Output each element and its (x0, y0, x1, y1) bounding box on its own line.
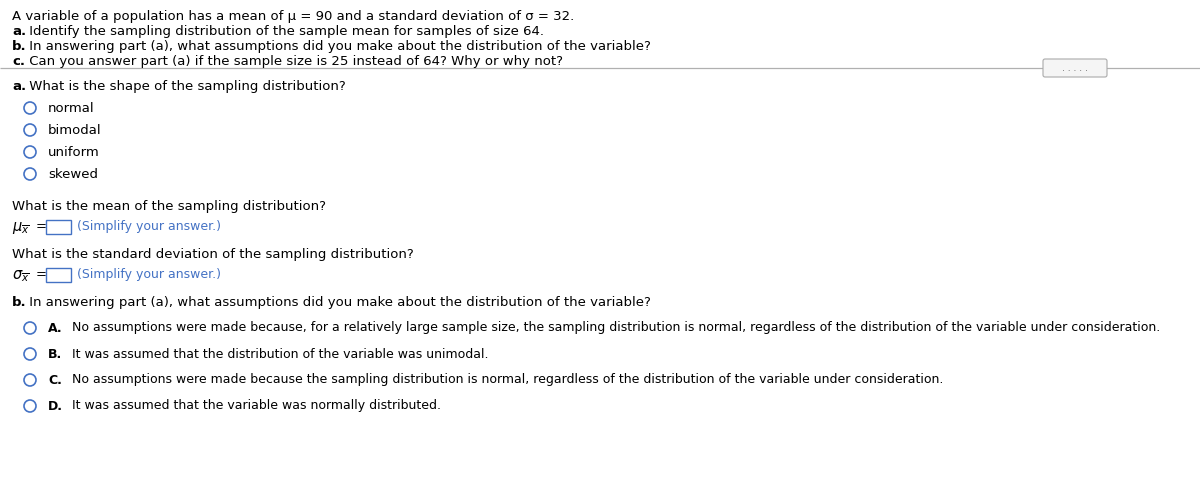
Text: a.: a. (12, 25, 26, 38)
Text: What is the standard deviation of the sampling distribution?: What is the standard deviation of the sa… (12, 248, 414, 261)
Text: In answering part (a), what assumptions did you make about the distribution of t: In answering part (a), what assumptions … (25, 296, 650, 309)
Text: normal: normal (48, 102, 95, 114)
Text: (Simplify your answer.): (Simplify your answer.) (77, 268, 221, 281)
Text: It was assumed that the distribution of the variable was unimodal.: It was assumed that the distribution of … (64, 347, 488, 361)
Text: a.: a. (12, 80, 26, 93)
Text: It was assumed that the variable was normally distributed.: It was assumed that the variable was nor… (64, 399, 442, 412)
Text: =: = (36, 220, 47, 233)
Text: B.: B. (48, 347, 62, 361)
Text: D.: D. (48, 399, 64, 412)
Text: In answering part (a), what assumptions did you make about the distribution of t: In answering part (a), what assumptions … (25, 40, 650, 53)
Text: What is the mean of the sampling distribution?: What is the mean of the sampling distrib… (12, 200, 326, 213)
FancyBboxPatch shape (46, 268, 71, 282)
Text: $\sigma_{\overline{x}}$: $\sigma_{\overline{x}}$ (12, 268, 30, 284)
Text: C.: C. (48, 374, 62, 387)
Text: Can you answer part (a) if the sample size is 25 instead of 64? Why or why not?: Can you answer part (a) if the sample si… (25, 55, 563, 68)
Text: (Simplify your answer.): (Simplify your answer.) (77, 220, 221, 233)
Text: c.: c. (12, 55, 25, 68)
Text: b.: b. (12, 296, 26, 309)
FancyBboxPatch shape (46, 220, 71, 234)
Text: A variable of a population has a mean of μ = 90 and a standard deviation of σ = : A variable of a population has a mean of… (12, 10, 575, 23)
Text: skewed: skewed (48, 168, 98, 181)
Text: =: = (36, 268, 47, 281)
Text: No assumptions were made because the sampling distribution is normal, regardless: No assumptions were made because the sam… (64, 374, 943, 387)
Text: uniform: uniform (48, 146, 100, 159)
Text: Identify the sampling distribution of the sample mean for samples of size 64.: Identify the sampling distribution of th… (25, 25, 544, 38)
Text: b.: b. (12, 40, 26, 53)
Text: $\mu_{\overline{x}}$: $\mu_{\overline{x}}$ (12, 220, 30, 236)
FancyBboxPatch shape (1043, 59, 1108, 77)
Text: What is the shape of the sampling distribution?: What is the shape of the sampling distri… (25, 80, 346, 93)
Text: . . . . .: . . . . . (1062, 64, 1088, 72)
Text: A.: A. (48, 321, 62, 334)
Text: No assumptions were made because, for a relatively large sample size, the sampli: No assumptions were made because, for a … (64, 321, 1160, 334)
Text: bimodal: bimodal (48, 124, 102, 137)
